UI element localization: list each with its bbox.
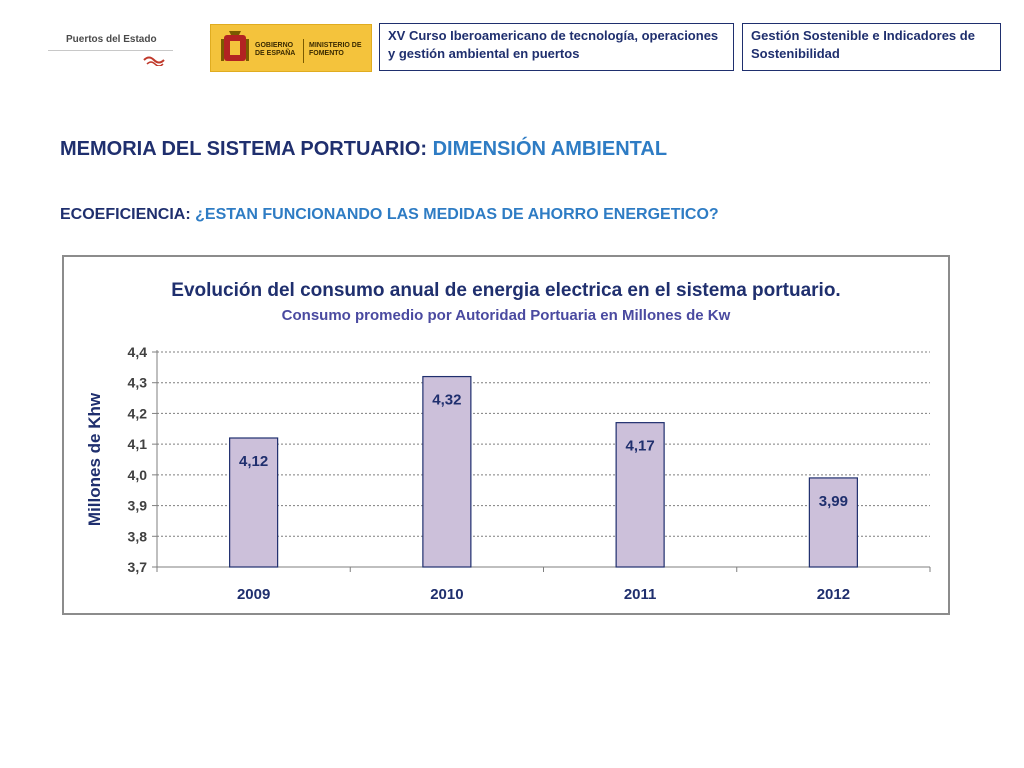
course-title-box: XV Curso Iberoamericano de tecnología, o…	[379, 23, 734, 71]
x-tick-label-2011: 2011	[624, 586, 657, 603]
bar-2012	[808, 477, 858, 568]
y-axis-label: Millones de Khw	[85, 392, 104, 526]
x-tick-label-2009: 2009	[237, 586, 270, 603]
data-label-2012: 3,99	[819, 493, 848, 510]
logo-separator	[303, 39, 304, 63]
bar-2011	[615, 422, 665, 568]
page-subtitle-prefix: ECOEFICIENCIA:	[60, 206, 196, 223]
y-tick-label: 4,4	[128, 344, 148, 360]
bar-2010	[422, 375, 472, 568]
energy-consumption-chart: Evolución del consumo anual de energia e…	[85, 280, 931, 603]
page-subtitle-highlight: ¿ESTAN FUNCIONANDO LAS MEDIDAS DE AHORRO…	[195, 206, 719, 223]
gobierno-espana-logo: GOBIERNO DE ESPAÑA MINISTERIO DE FOMENTO	[210, 24, 372, 72]
page-title-prefix: MEMORIA DEL SISTEMA PORTUARIO:	[60, 138, 433, 160]
chart-title: Evolución del consumo anual de energia e…	[171, 280, 840, 301]
page-subtitle: ECOEFICIENCIA: ¿ESTAN FUNCIONANDO LAS ME…	[60, 206, 719, 224]
gobierno-espana-label: GOBIERNO DE ESPAÑA	[255, 42, 296, 57]
y-tick-label: 3,8	[128, 528, 148, 544]
bar-2009	[229, 437, 279, 568]
puertos-del-estado-logo: Puertos del Estado	[48, 28, 173, 68]
x-tick-label-2012: 2012	[817, 586, 850, 603]
x-tick-label-2010: 2010	[430, 586, 463, 603]
y-tick-label: 4,0	[128, 467, 148, 483]
coat-of-arms-icon	[221, 31, 249, 61]
y-tick-label: 3,9	[128, 498, 148, 514]
page-title-highlight: DIMENSIÓN AMBIENTAL	[432, 138, 668, 160]
chart-subtitle: Consumo promedio por Autoridad Portuaria…	[282, 307, 731, 324]
y-tick-label: 4,3	[128, 375, 148, 391]
puertos-del-estado-logo-text: Puertos del Estado	[66, 34, 157, 45]
chart-frame: Evolución del consumo anual de energia e…	[62, 255, 950, 615]
y-tick-label: 4,1	[128, 436, 148, 452]
module-title-box: Gestión Sostenible e Indicadores de Sost…	[742, 23, 1001, 71]
y-tick-label: 3,7	[128, 559, 148, 575]
data-label-2011: 4,17	[626, 438, 655, 455]
puertos-wave-icon	[143, 56, 165, 66]
data-label-2010: 4,32	[432, 392, 461, 409]
data-label-2009: 4,12	[239, 453, 268, 470]
ministerio-fomento-label: MINISTERIO DE FOMENTO	[309, 42, 362, 57]
logo-divider	[48, 50, 173, 51]
y-tick-label: 4,2	[128, 405, 148, 421]
page-title: MEMORIA DEL SISTEMA PORTUARIO: DIMENSIÓN…	[60, 138, 667, 161]
